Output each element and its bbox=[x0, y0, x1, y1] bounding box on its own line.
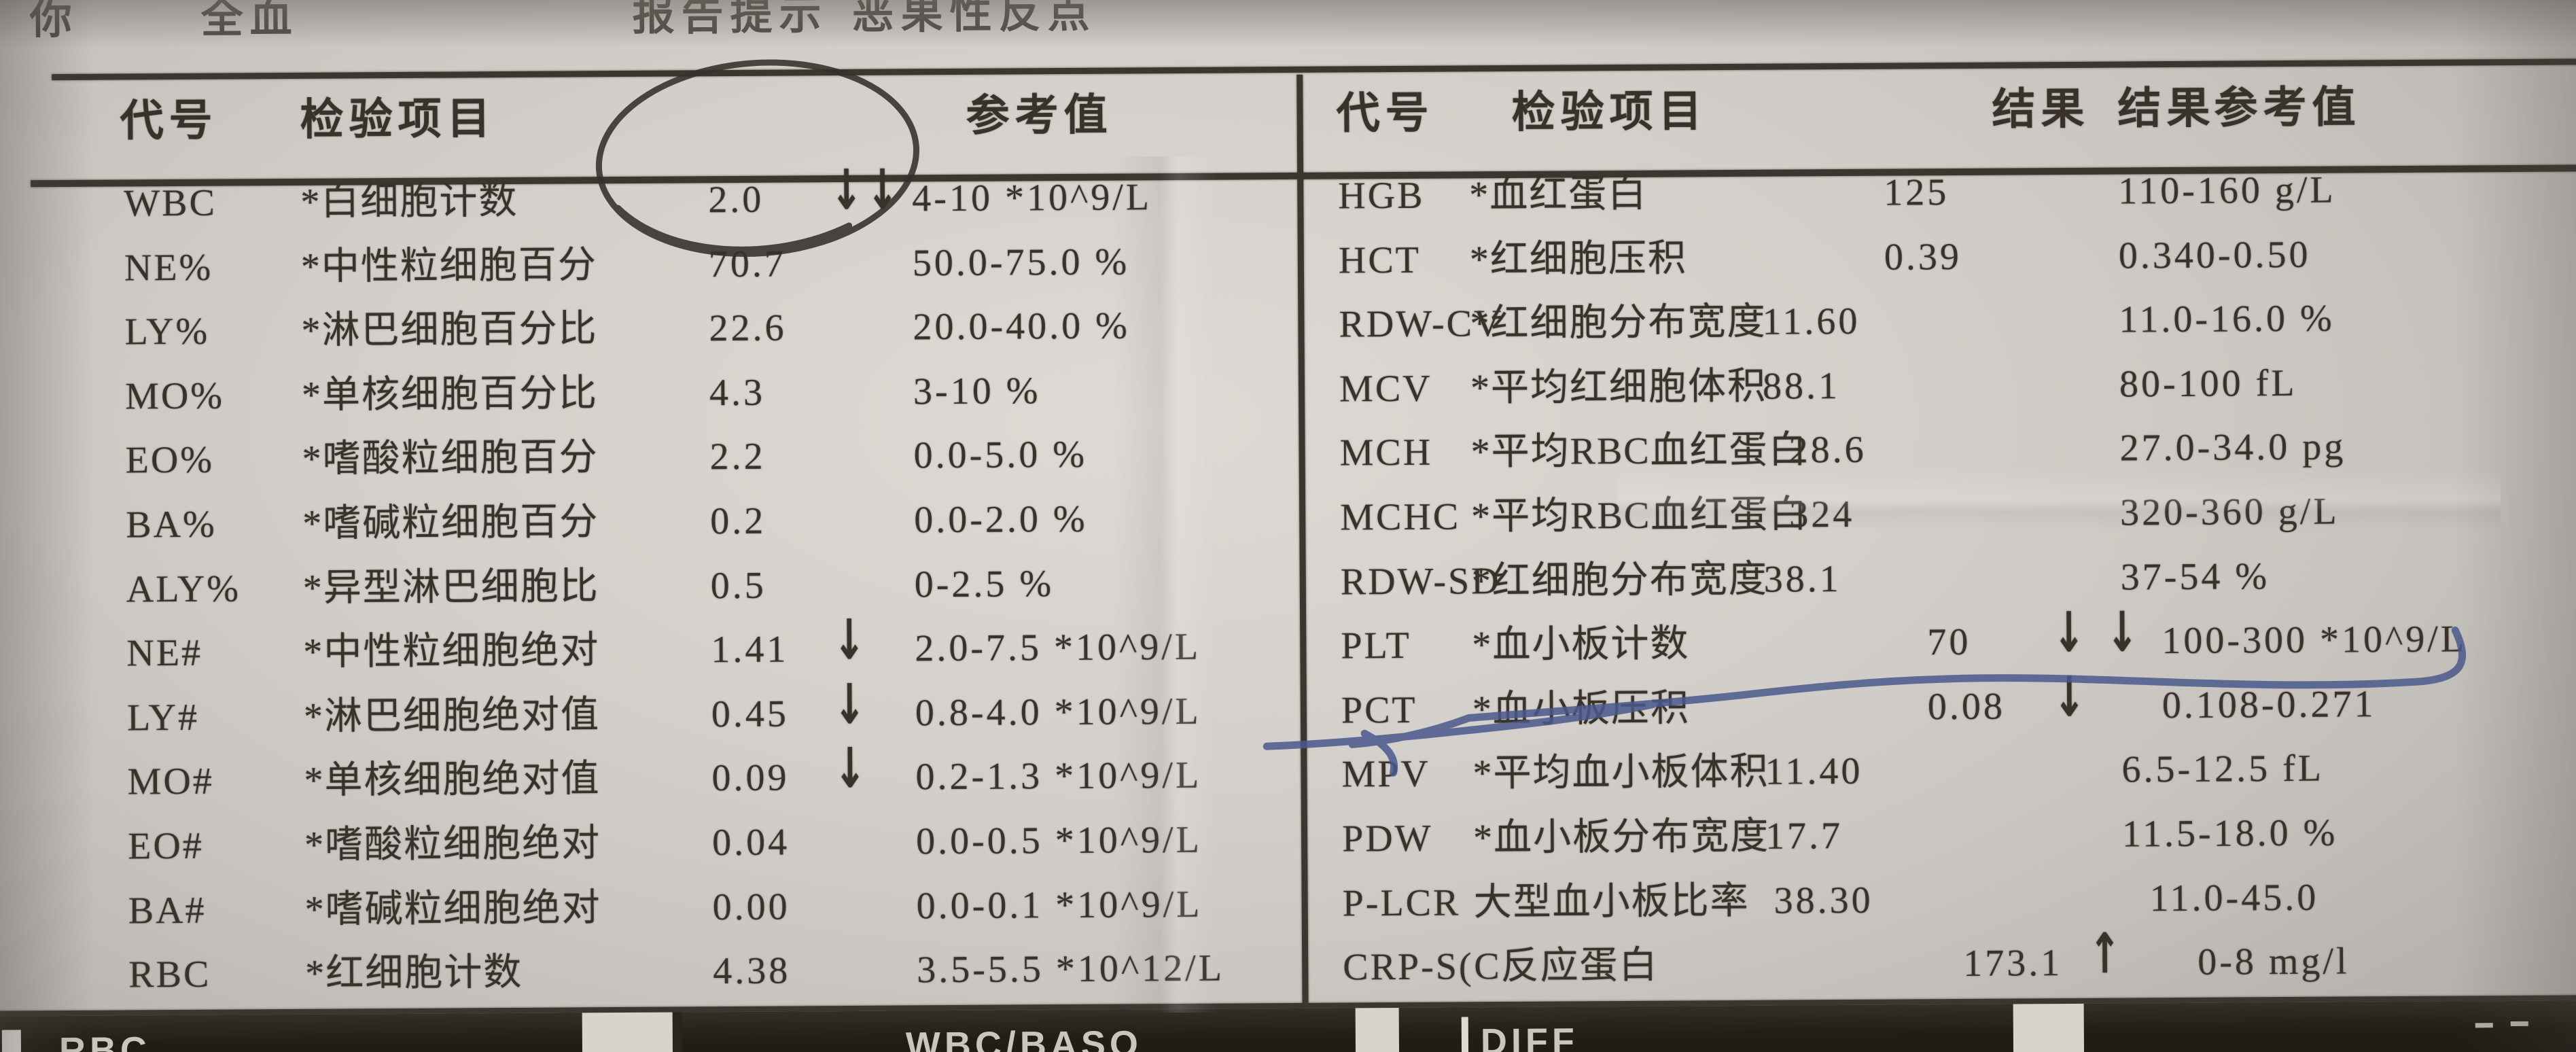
column-header-code: 代号 bbox=[1336, 88, 1434, 138]
column-header-item: 检验项目 bbox=[1511, 87, 1708, 137]
strip-gap bbox=[1355, 1008, 1400, 1052]
test-item: *血小板压积 bbox=[1472, 687, 1691, 731]
test-code: MCH bbox=[1339, 432, 1433, 474]
test-result: 38.1 bbox=[1763, 557, 1841, 601]
table-rows: WBC *白细胞计数 2.0 ↓↓ 4-10 *10^9/L NE% *中性粒细胞百分 70.… bbox=[0, 0, 2573, 996]
cut-off-header-text: 你 全血 报告提示 恶果性反点 bbox=[0, 0, 2573, 43]
test-code: CRP-S( bbox=[1343, 945, 1474, 989]
column-header-result: 结果 bbox=[1992, 84, 2090, 134]
column-header-result: 结果 bbox=[2117, 84, 2216, 133]
test-result: 11.60 bbox=[1762, 300, 1860, 343]
reference-range: 37-54 % bbox=[2120, 555, 2270, 599]
test-item: *血红蛋白 bbox=[1469, 173, 1648, 217]
column-header-item: 检验项目 bbox=[300, 94, 496, 144]
test-code: HGB bbox=[1338, 174, 1425, 217]
scattergram-label-diff: DIFF bbox=[1480, 1021, 1579, 1052]
test-code: MCHC bbox=[1340, 495, 1461, 539]
test-code: HCT bbox=[1338, 239, 1422, 282]
cut-off-text-fragment: 你 bbox=[29, 0, 79, 43]
test-code: PLT bbox=[1341, 625, 1411, 667]
reference-range: 0.108-0.271 bbox=[2162, 683, 2376, 726]
column-header-ref: 参考值 bbox=[2214, 83, 2361, 133]
result-arrow-icon: ↑ bbox=[2088, 922, 2125, 987]
reference-range: 0.340-0.50 bbox=[2118, 233, 2311, 277]
reference-range: 80-100 fL bbox=[2119, 362, 2297, 406]
reference-range: 11.5-18.0 % bbox=[2121, 811, 2338, 856]
test-item: *平均红细胞体积 bbox=[1470, 365, 1767, 410]
reference-range: 320-360 g/L bbox=[2119, 490, 2340, 534]
test-item: *平均血小板体积 bbox=[1472, 751, 1769, 795]
reference-range: 6.5-12.5 fL bbox=[2121, 748, 2325, 791]
test-result: 17.7 bbox=[1765, 815, 1843, 858]
test-item: *红细胞分布宽度 bbox=[1471, 558, 1768, 602]
result-arrow-icon: ↓ bbox=[2053, 665, 2090, 730]
test-item: *红细胞压积 bbox=[1469, 236, 1688, 281]
strip-white-square bbox=[1, 1030, 22, 1052]
test-item: *平均RBC血红蛋白 bbox=[1471, 493, 1809, 538]
cut-off-text-fragment: 恶果性反点 bbox=[851, 0, 1097, 38]
strip-gap bbox=[2013, 1003, 2085, 1052]
column-header-ref: 参考值 bbox=[966, 90, 1113, 140]
test-result: 70 bbox=[1927, 621, 1971, 664]
test-result: 173.1 bbox=[1963, 942, 2063, 985]
strip-white-bar bbox=[1461, 1017, 1469, 1052]
strip-mark bbox=[2510, 1021, 2528, 1027]
test-code: MCV bbox=[1339, 367, 1432, 410]
test-result: 28.6 bbox=[1788, 429, 1867, 472]
test-code: P-LCR bbox=[1342, 881, 1461, 925]
test-result: 125 bbox=[1884, 171, 1949, 214]
reference-range: 11.0-16.0 % bbox=[2119, 297, 2335, 341]
test-code: MPV bbox=[1341, 753, 1431, 796]
test-code: PCT bbox=[1341, 688, 1417, 732]
column-header-code: 代号 bbox=[120, 96, 218, 145]
test-result: 0.08 bbox=[1927, 685, 2006, 729]
test-item: *血小板分布宽度 bbox=[1472, 815, 1770, 860]
strip-gap bbox=[582, 1012, 678, 1052]
result-arrow-icon: ↓ ↓ bbox=[2052, 601, 2142, 666]
test-result: 88.1 bbox=[1762, 364, 1841, 408]
strip-gap-line bbox=[672, 1012, 683, 1052]
scattergram-label-rbc: RBC bbox=[58, 1030, 152, 1052]
test-item: *平均RBC血红蛋白 bbox=[1470, 429, 1808, 474]
test-result: 38.30 bbox=[1774, 879, 1873, 922]
reference-range: 11.0-45.0 bbox=[2149, 876, 2319, 919]
test-item: 大型血小板比率 bbox=[1473, 879, 1750, 924]
test-item: C反应蛋白 bbox=[1474, 944, 1659, 988]
test-result: 324 bbox=[1789, 493, 1855, 536]
reference-range: 110-160 g/L bbox=[2118, 169, 2336, 213]
scattergram-label-wbcbaso: WBC/BASO bbox=[905, 1023, 1143, 1052]
reference-range: 100-300 *10^9/L bbox=[2162, 618, 2467, 663]
test-result: 0.39 bbox=[1884, 235, 1962, 279]
test-result: 11.40 bbox=[1765, 750, 1863, 794]
cut-off-text-fragment: 全血 bbox=[200, 0, 299, 42]
test-code: PDW bbox=[1341, 817, 1433, 860]
test-item: *血小板计数 bbox=[1472, 623, 1690, 667]
reference-range: 0-8 mg/l bbox=[2198, 940, 2350, 984]
cut-off-text-fragment: 报告提示 bbox=[632, 0, 828, 39]
test-item: *红细胞分布宽度 bbox=[1470, 300, 1767, 345]
reference-range: 27.0-34.0 pg bbox=[2119, 425, 2346, 470]
strip-mark bbox=[2475, 1023, 2493, 1028]
table-headers: 代号 检验项目 结果 参考值 代号 检验项目 结果 参考值 bbox=[0, 0, 2573, 145]
